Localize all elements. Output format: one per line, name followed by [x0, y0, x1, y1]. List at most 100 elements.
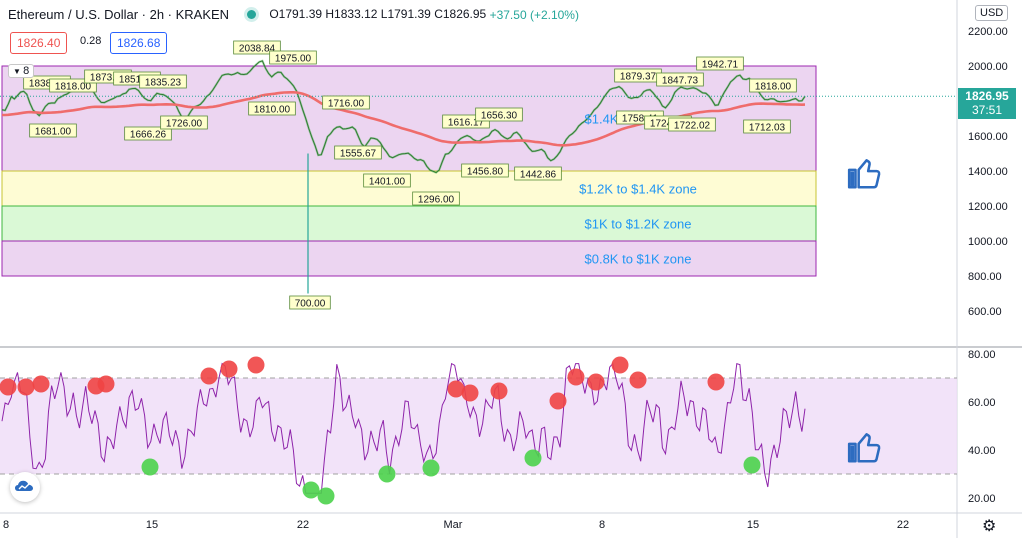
time-tick-label: Mar [444, 519, 463, 531]
rsi-overbought-dot [32, 375, 50, 393]
rsi-oversold-dot [141, 458, 159, 476]
time-tick-label: 22 [897, 519, 909, 531]
price-label-text: 1442.86 [520, 170, 557, 181]
rsi-oversold-dot [524, 449, 542, 467]
live-dot-icon [246, 10, 256, 20]
rsi-tick-label: 40.00 [968, 445, 996, 457]
spread-value: 0.28 [80, 35, 102, 47]
rsi-overbought-dot [461, 384, 479, 402]
time-tick-label: 15 [747, 519, 759, 531]
price-label-text: 1724.04 [650, 119, 687, 130]
time-tick-label: 22 [297, 519, 309, 531]
symbol-title[interactable]: Ethereum / U.S. Dollar · 2h · KRAKEN [8, 7, 230, 23]
price-label-box [412, 191, 460, 206]
price-tick-label: 2000.00 [968, 61, 1008, 73]
gear-icon[interactable]: ⚙ [982, 518, 997, 535]
price-tick-label: 800.00 [968, 271, 1002, 283]
price-label-text: 1681.00 [35, 127, 72, 138]
price-label-box [514, 166, 562, 181]
rsi-overbought-dot [247, 356, 265, 374]
price-label-text: 2038.84 [239, 44, 276, 55]
thumbs-up-icon [847, 433, 881, 463]
rsi-overbought-dot [567, 368, 585, 386]
price-label-text: 700.00 [295, 299, 326, 310]
price-tick-label: 600.00 [968, 306, 1002, 318]
rsi-oversold-dot [422, 459, 440, 477]
price-label-box [233, 40, 281, 55]
price-label-text: 1401.00 [369, 177, 406, 188]
rsi-overbought-dot [0, 378, 17, 396]
time-tick-label: 8 [3, 519, 9, 531]
price-label-text: 1716.00 [328, 99, 365, 110]
rsi-overbought-dot [707, 373, 725, 391]
price-tick-label: 2200.00 [968, 26, 1008, 38]
last-price-label: 1826.95 37:51 [958, 88, 1016, 119]
price-tick-label: 1200.00 [968, 201, 1008, 213]
price-label-box [363, 173, 411, 188]
rsi-overbought-dot [611, 356, 629, 374]
price-label-box [269, 50, 317, 65]
price-label-box [248, 101, 296, 116]
thumbs-up-icon [847, 159, 881, 189]
ask-price-box[interactable]: 1826.68 [110, 32, 168, 54]
price-label-box [29, 123, 77, 138]
bar-countdown: 37:51 [971, 103, 1003, 117]
price-label-text: 1555.67 [340, 149, 377, 160]
rsi-overbought-dot [490, 382, 508, 400]
price-label-box [461, 163, 509, 178]
rsi-overbought-dot [549, 392, 567, 410]
rsi-tick-label: 60.00 [968, 397, 996, 409]
price-tick-label: 1600.00 [968, 131, 1008, 143]
price-label-box [124, 126, 172, 141]
price-label-text: 1712.03 [749, 123, 786, 134]
rsi-overbought-dot [97, 375, 115, 393]
rsi-tick-label: 20.00 [968, 493, 996, 505]
price-label-text: 1818.00 [55, 82, 92, 93]
price-label-text: 1810.00 [254, 105, 291, 116]
price-label-box [289, 295, 331, 310]
price-label-box [743, 119, 791, 134]
rsi-overbought-dot [587, 373, 605, 391]
price-label-text: 1851.83 [119, 75, 156, 86]
zone-rect [1, 205, 817, 242]
price-label-box [160, 115, 208, 130]
price-label-box [656, 72, 704, 87]
price-label-text: 1758.41 [622, 114, 659, 125]
price-label-text: 1873.86 [90, 73, 127, 84]
price-label-text: 1942.71 [702, 60, 739, 71]
rsi-tick-label: 80.00 [968, 349, 996, 361]
bid-price-box[interactable]: 1826.40 [10, 32, 68, 54]
rsi-band [0, 378, 957, 474]
rsi-overbought-dot [220, 360, 238, 378]
cloud-logo-icon[interactable] [10, 472, 40, 502]
price-label-box [696, 56, 744, 71]
price-label-box [668, 117, 716, 132]
price-label-box [749, 78, 797, 93]
rsi-overbought-dot [447, 380, 465, 398]
price-label-text: 1722.02 [674, 121, 711, 132]
price-label-box [139, 74, 187, 89]
price-label-text: 1838.74 [29, 79, 66, 90]
chevron-down-icon: ▼ [13, 67, 24, 76]
rsi-oversold-dot [378, 465, 396, 483]
zone-label: $1K to $1.2K zone [585, 217, 692, 232]
price-label-box [334, 145, 382, 160]
drawings-count-badge[interactable]: ▼ 8 [8, 64, 35, 78]
zone-label: $1.2K to $1.4K zone [579, 182, 697, 197]
rsi-oversold-dot [302, 481, 320, 499]
rsi-oversold-dot [743, 456, 761, 474]
time-tick-label: 15 [146, 519, 158, 531]
price-label-text: 1835.23 [145, 78, 182, 89]
price-label-text: 1975.00 [275, 54, 312, 65]
currency-button[interactable]: USD [975, 5, 1009, 21]
rsi-overbought-dot [200, 367, 218, 385]
zone-label: $0.8K to $1K zone [585, 252, 692, 267]
price-label-box [322, 95, 370, 110]
time-tick-label: 8 [599, 519, 605, 531]
price-label-text: 1726.00 [166, 119, 203, 130]
ohlc-values: O1791.39 H1833.12 L1791.39 C1826.95 +37.… [269, 7, 579, 22]
price-label-text: 1818.00 [755, 82, 792, 93]
price-label-text: 1656.30 [481, 111, 518, 122]
